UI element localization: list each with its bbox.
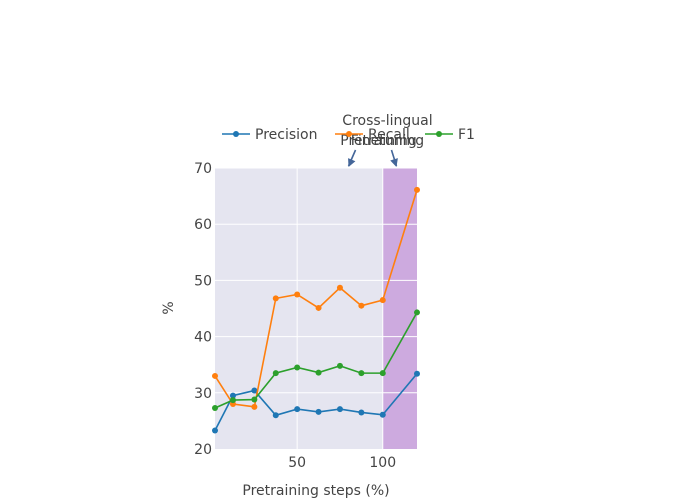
annotation-text: Pretraining [340, 133, 417, 149]
series-precision [212, 370, 420, 434]
finetuning-line [381, 189, 418, 301]
annotation-finetuning: Cross-lingual Finetuning [342, 113, 433, 167]
data-point [414, 370, 420, 377]
data-point [358, 409, 365, 416]
y-tick-label: 50 [194, 273, 212, 289]
data-point [315, 369, 322, 376]
legend-label: F1 [458, 127, 475, 143]
data-point [212, 404, 218, 411]
data-point [414, 186, 420, 193]
y-axis-label: % [161, 301, 177, 314]
data-point [414, 309, 420, 316]
legend-item-f1: F1 [425, 127, 475, 143]
data-point [251, 387, 258, 394]
annotation-text: Cross-lingual [342, 113, 432, 129]
y-tick-label: 20 [194, 442, 212, 458]
y-tick-label: 60 [194, 217, 212, 233]
data-point [272, 412, 279, 419]
data-point [294, 406, 301, 413]
data-point [251, 403, 258, 410]
data-point [336, 362, 343, 369]
annotation-arrowhead [348, 158, 356, 167]
finetuning-line [382, 373, 418, 416]
y-tick-label: 30 [194, 386, 212, 402]
legend-swatch-marker [233, 131, 239, 137]
y-tick-label: 70 [194, 161, 212, 177]
data-point [229, 397, 236, 404]
data-point [272, 370, 279, 377]
legend-label: Precision [255, 127, 317, 143]
data-point [315, 304, 322, 311]
finetuning-line [382, 312, 418, 374]
data-point [336, 284, 343, 291]
legend-swatch-marker [346, 131, 352, 137]
legend-swatch-marker [436, 131, 442, 137]
x-tick-label: 100 [369, 455, 396, 471]
data-point [212, 427, 218, 434]
data-point [336, 406, 343, 413]
annotation-text: Finetuning [351, 133, 424, 149]
series-f1 [212, 309, 420, 411]
data-point [229, 392, 236, 399]
data-point [358, 302, 365, 309]
data-point [251, 396, 258, 403]
legend-label: Recall [368, 127, 410, 143]
finetuning-region [382, 168, 417, 449]
annotation-pretraining: Pretraining [340, 133, 417, 167]
data-point [294, 364, 301, 371]
data-point [315, 408, 322, 415]
annotation-arrowhead [390, 158, 398, 167]
legend-item-precision: Precision [222, 127, 317, 143]
data-point [358, 370, 365, 377]
data-point [272, 295, 279, 302]
series-recall [212, 186, 420, 410]
y-tick-label: 40 [194, 330, 212, 346]
data-point [294, 291, 301, 298]
x-axis-label: Pretraining steps (%) [242, 483, 389, 499]
data-point [212, 372, 218, 379]
x-tick-label: 50 [288, 455, 306, 471]
legend-item-recall: Recall [335, 127, 410, 143]
